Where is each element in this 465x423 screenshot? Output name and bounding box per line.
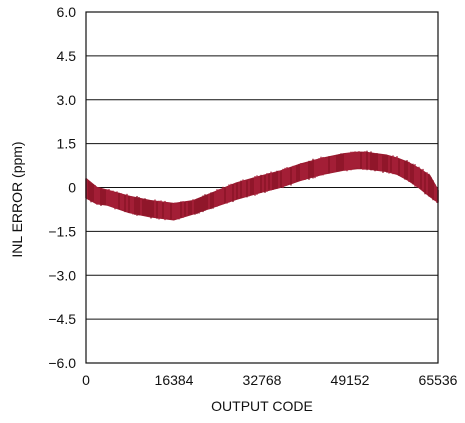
y-tick-label: −4.5 xyxy=(48,311,76,327)
y-tick-label: 1.5 xyxy=(57,136,77,152)
x-tick-label: 49152 xyxy=(331,372,370,388)
x-tick-label: 32768 xyxy=(243,372,282,388)
y-axis-title: INL ERROR (ppm) xyxy=(9,141,25,257)
y-tick-label: −1.5 xyxy=(48,223,76,239)
x-tick-label: 0 xyxy=(82,372,90,388)
y-tick-label: −6.0 xyxy=(48,355,76,371)
y-tick-label: 3.0 xyxy=(57,92,77,108)
y-tick-label: 4.5 xyxy=(57,48,77,64)
x-tick-label: 16384 xyxy=(155,372,194,388)
x-axis-title: OUTPUT CODE xyxy=(211,398,313,414)
x-tick-label: 65536 xyxy=(419,372,458,388)
y-tick-label: 6.0 xyxy=(57,4,77,20)
y-tick-label: 0 xyxy=(68,180,76,196)
y-tick-label: −3.0 xyxy=(48,267,76,283)
plot-frame xyxy=(85,11,439,364)
